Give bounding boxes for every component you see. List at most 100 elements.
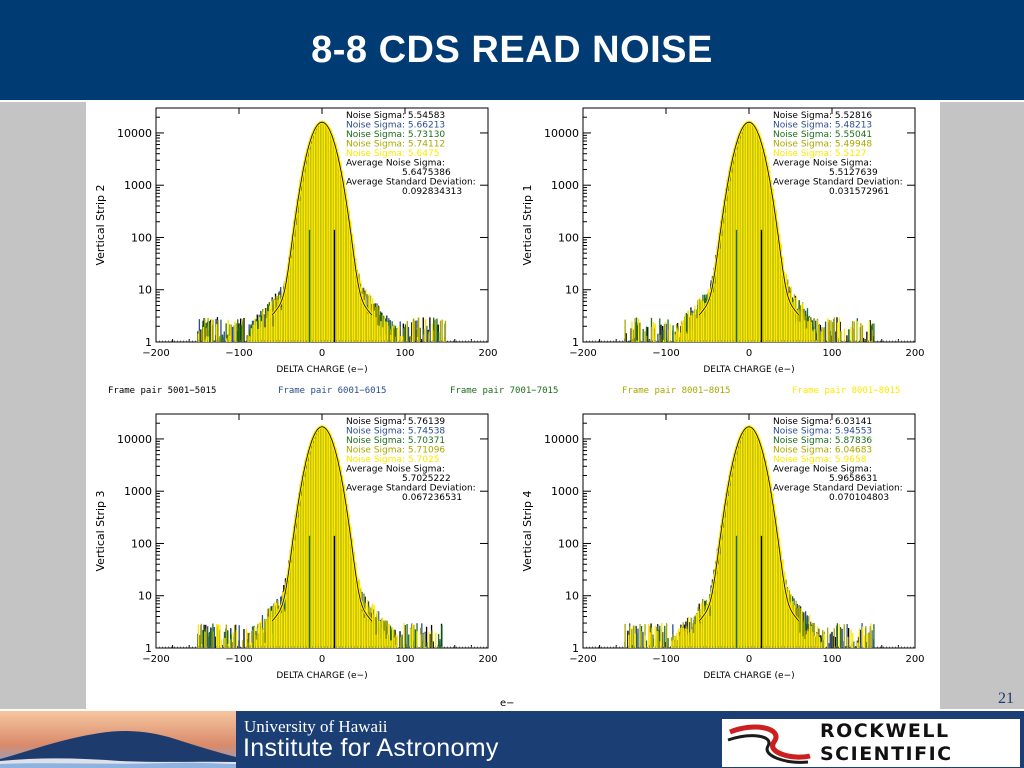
histogram-series [624,122,875,342]
x-tick-label: 100 [395,654,414,665]
y-tick-label: 10 [138,590,152,603]
noise-sigma-text: Noise Sigma: 5.55041 [773,130,872,140]
noise-sigma-text: Noise Sigma: 5.71096 [346,446,445,456]
chart-panel-strip-2: −200 −100 0 100 200 DELTA CHARGE (e−) 1 10 100 10… [94,107,498,375]
noise-sigma-text: Noise Sigma: 5.5127 [773,149,866,159]
noise-sigma-text: Noise Sigma: 5.9658 [773,455,867,465]
rockwell-name: ROCKWELL [820,720,950,742]
y-tick-label: 10 [138,284,152,297]
noise-sigma-text: Noise Sigma: 5.70371 [346,436,445,446]
x-tick-label: −200 [569,654,596,665]
noise-sigma-text: Noise Sigma: 5.66213 [346,121,445,131]
footer: University of Hawaii Institute for Astro… [0,709,1024,768]
average-noise-value: 5.7025222 [402,474,451,484]
average-noise-label: Average Noise Sigma: [346,465,445,475]
y-tick-label: 1 [572,642,579,655]
university-name: University of Hawaii [244,717,388,736]
rockwell-swoosh-icon [727,724,811,764]
y-tick-label: 1 [145,642,152,655]
y-tick-label: 100 [131,537,152,550]
y-tick-label: 1000 [551,485,579,498]
noise-sigma-text: Noise Sigma: 5.52816 [773,111,872,121]
gaussian-fit-outline [698,121,800,316]
average-noise-value: 5.9658631 [829,474,878,484]
y-tick-label: 100 [131,231,152,244]
x-tick-label: −100 [225,654,252,665]
average-noise-label: Average Noise Sigma: [773,159,872,169]
noise-sigma-text: Noise Sigma: 5.76139 [346,417,445,427]
stray-axis-label: e− [500,698,515,709]
x-tick-label: 100 [395,348,414,359]
y-axis-label: Vertical Strip 1 [521,184,534,265]
y-tick-label: 1000 [551,179,579,192]
rockwell-logo-box: ROCKWELL SCIENTIFIC [722,719,1020,767]
x-tick-label: −100 [225,348,252,359]
x-tick-label: −200 [142,654,169,665]
avg-std-dev-label: Average Standard Deviation: [346,484,476,494]
page-number: 21 [998,690,1014,707]
y-tick-label: 1000 [124,179,152,192]
title-bar: 8-8 CDS READ NOISE [0,0,1024,102]
x-tick-label: 0 [319,348,325,359]
noise-sigma-text: Noise Sigma: 5.74112 [346,140,445,150]
x-tick-label: 200 [478,654,497,665]
x-axis-label: DELTA CHARGE (e−) [276,365,367,375]
x-tick-label: 0 [746,348,752,359]
gaussian-fit-outline [698,426,800,622]
y-axis-label: Vertical Strip 3 [94,490,107,571]
mauna-kea-logo [0,711,236,768]
legend-item: Frame pair 6001−6015 [278,386,387,396]
noise-sigma-text: Noise Sigma: 5.94553 [773,427,872,437]
legend-item: Frame pair 8001−8015 [792,386,901,396]
y-tick-label: 10000 [544,433,579,446]
x-axis-label: DELTA CHARGE (e−) [276,671,367,681]
y-tick-label: 1 [572,336,579,349]
x-tick-label: 200 [905,348,924,359]
noise-sigma-text: Noise Sigma: 5.49948 [773,140,872,150]
x-tick-label: −100 [652,348,679,359]
frame-pair-legend: Frame pair 5001−5015 Frame pair 6001−601… [86,386,940,400]
noise-sigma-text: Noise Sigma: 5.74538 [346,427,445,437]
avg-std-dev-label: Average Standard Deviation: [773,484,903,494]
y-tick-label: 10 [565,284,579,297]
y-tick-label: 100 [558,231,579,244]
avg-std-dev-label: Average Standard Deviation: [346,178,476,188]
x-tick-label: −100 [652,654,679,665]
noise-sigma-text: Noise Sigma: 5.73130 [346,130,445,140]
y-axis-label: Vertical Strip 2 [94,184,107,265]
noise-sigma-text: Noise Sigma: 5.48213 [773,121,872,131]
scientific-name: SCIENTIFIC [820,743,953,765]
avg-std-dev-value: 0.067236531 [402,493,462,503]
noise-sigma-text: Noise Sigma: 5.6475 [346,149,439,159]
average-noise-value: 5.6475386 [402,168,451,178]
y-tick-label: 10000 [117,127,152,140]
avg-std-dev-label: Average Standard Deviation: [773,178,903,188]
legend-item: Frame pair 8001−8015 [622,386,731,396]
avg-std-dev-value: 0.070104803 [829,493,889,503]
histogram-series [197,122,447,342]
x-tick-label: 100 [822,348,841,359]
noise-sigma-text: Noise Sigma: 5.87836 [773,436,872,446]
noise-sigma-text: Noise Sigma: 6.03141 [773,417,872,427]
x-tick-label: −200 [142,348,169,359]
chart-panel-strip-4: −200 −100 0 100 200 DELTA CHARGE (e−) 1 10 100 10… [521,413,925,681]
avg-std-dev-value: 0.031572961 [829,187,889,197]
noise-sigma-text: Noise Sigma: 5.7025 [346,455,439,465]
y-tick-label: 1000 [124,485,152,498]
y-tick-label: 10000 [117,433,152,446]
x-tick-label: 200 [905,654,924,665]
legend-item: Frame pair 7001−7015 [450,386,559,396]
x-tick-label: 100 [822,654,841,665]
x-axis-label: DELTA CHARGE (e−) [703,365,794,375]
average-noise-value: 5.5127639 [829,168,878,178]
chart-panel-strip-1: −200 −100 0 100 200 DELTA CHARGE (e−) 1 10 100 10… [521,107,925,375]
noise-sigma-text: Noise Sigma: 5.54583 [346,111,445,121]
average-noise-label: Average Noise Sigma: [346,159,445,169]
avg-std-dev-value: 0.092834313 [402,187,462,197]
x-tick-label: 200 [478,348,497,359]
slide-title: 8-8 CDS READ NOISE [311,28,713,71]
y-tick-label: 1 [145,336,152,349]
right-margin [940,102,1024,709]
x-axis-label: DELTA CHARGE (e−) [703,671,794,681]
institute-name: Institute for Astronomy [243,734,499,762]
